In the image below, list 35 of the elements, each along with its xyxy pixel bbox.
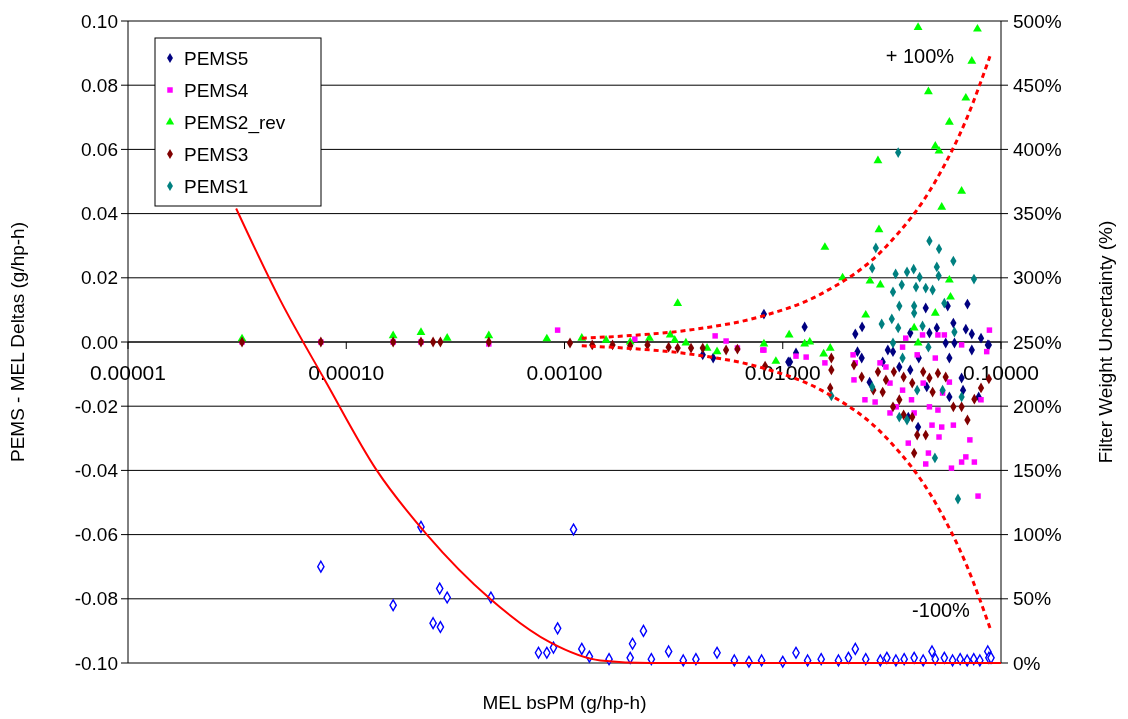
x-tick-label: 0.00100 bbox=[526, 361, 603, 384]
y-tick-label: 0.02 bbox=[81, 267, 118, 289]
y-axis-title: PEMS - MEL Deltas (g/hp-h) bbox=[7, 221, 28, 463]
y2-tick-label: 0% bbox=[1013, 652, 1041, 674]
y2-tick-label: 400% bbox=[1013, 139, 1062, 161]
legend-label: PEMS5 bbox=[184, 47, 249, 69]
legend-label: PEMS3 bbox=[184, 143, 249, 165]
legend-label: PEMS4 bbox=[184, 79, 249, 101]
x-axis-title: MEL bsPM (g/hp-h) bbox=[482, 692, 647, 713]
y2-tick-label: 500% bbox=[1013, 10, 1062, 32]
annotation: -100% bbox=[912, 598, 971, 621]
y2-tick-label: 350% bbox=[1013, 203, 1062, 225]
legend-label: PEMS1 bbox=[184, 175, 249, 197]
y-tick-label: -0.04 bbox=[74, 460, 119, 482]
y-tick-label: -0.06 bbox=[74, 524, 118, 546]
y2-tick-label: 200% bbox=[1013, 395, 1062, 417]
y-tick-label: 0.08 bbox=[81, 74, 118, 96]
y-tick-label: 0.06 bbox=[81, 139, 118, 161]
y-tick-label: 0.00 bbox=[81, 331, 118, 353]
y2-tick-label: 100% bbox=[1013, 524, 1062, 546]
y-tick-label: -0.10 bbox=[74, 652, 118, 674]
y-tick-label: 0.10 bbox=[81, 10, 118, 32]
y2-tick-label: 150% bbox=[1013, 460, 1062, 482]
y2-tick-label: 50% bbox=[1013, 588, 1052, 610]
annotation: + 100% bbox=[885, 45, 955, 68]
y-tick-label: -0.02 bbox=[74, 395, 118, 417]
x-tick-label: 0.00001 bbox=[90, 361, 166, 384]
y-tick-label: 0.04 bbox=[81, 203, 119, 225]
y2-tick-label: 300% bbox=[1013, 267, 1062, 289]
x-tick-label: 0.10000 bbox=[963, 361, 1039, 384]
y2-tick-label: 250% bbox=[1013, 331, 1062, 353]
y2-axis-title: Filter Weight Uncertainty (%) bbox=[1095, 220, 1116, 464]
y2-tick-label: 450% bbox=[1013, 74, 1062, 96]
legend-label: PEMS2_rev bbox=[184, 111, 286, 134]
y-tick-label: -0.08 bbox=[74, 588, 118, 610]
